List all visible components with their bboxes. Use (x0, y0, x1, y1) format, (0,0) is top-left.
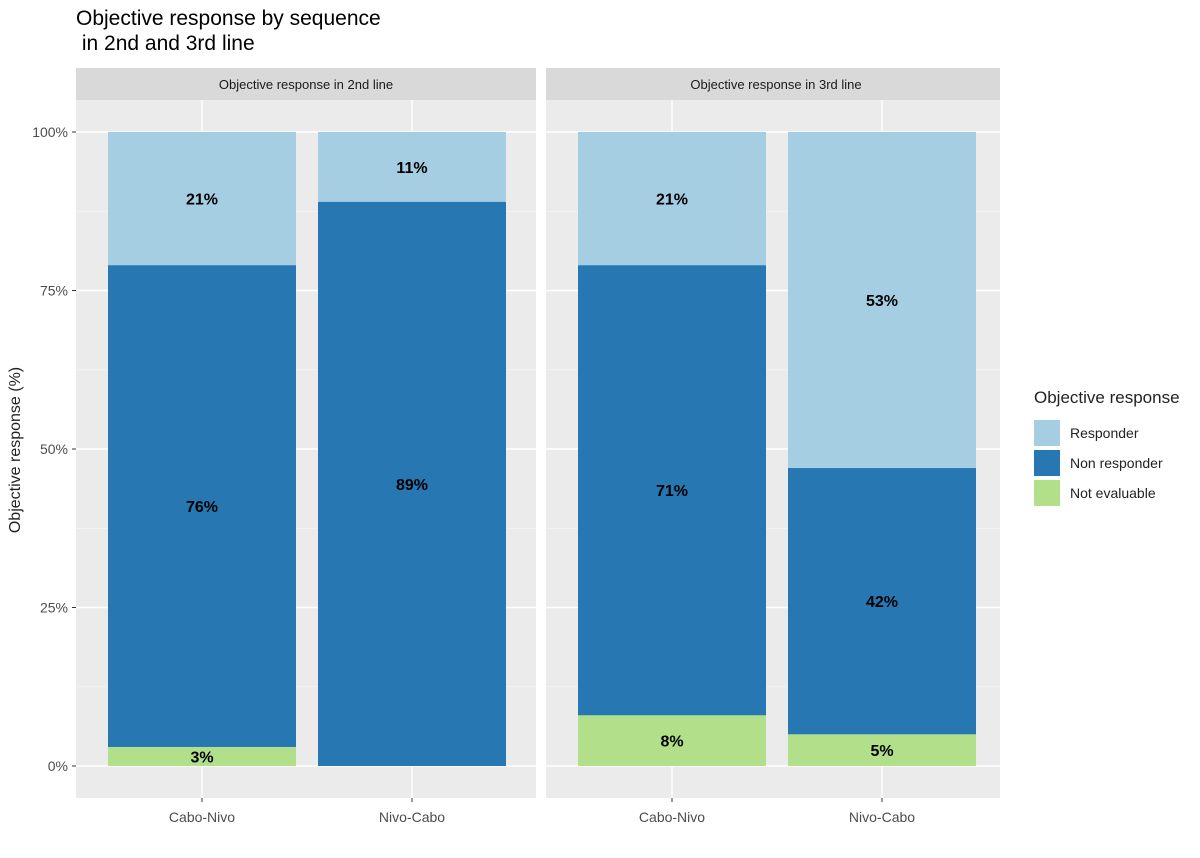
data-label: 21% (656, 192, 688, 209)
facet-strip (546, 68, 1000, 100)
y-tick-label: 75% (40, 283, 68, 299)
data-label: 76% (186, 499, 218, 516)
data-label: 5% (870, 743, 893, 760)
x-tick-label: Cabo-Nivo (169, 809, 235, 825)
facet-strip (76, 68, 536, 100)
chart-plot-area: Objective response in 2nd line 3% 76% 21% Ca… (32, 68, 1000, 825)
legend: Objective response Responder Non responde… (1034, 388, 1180, 508)
legend-title: Objective response (1034, 388, 1180, 407)
bar-segment-not-evaluable (108, 746, 296, 766)
legend-key (1034, 450, 1060, 476)
y-tick-label: 100% (32, 124, 68, 140)
bar-segment-responder (578, 132, 766, 266)
data-label: 3% (190, 749, 213, 766)
bar-segment-non-responder (108, 265, 296, 747)
bar-segment-not-evaluable (788, 734, 976, 766)
data-label: 8% (660, 734, 683, 751)
data-label: 89% (396, 477, 428, 494)
data-label: 53% (866, 293, 898, 310)
legend-item: Responder (1034, 418, 1180, 448)
x-tick-label: Cabo-Nivo (639, 809, 705, 825)
legend-item: Not evaluable (1034, 478, 1180, 508)
data-label: 71% (656, 483, 688, 500)
x-tick-label: Nivo-Cabo (379, 809, 445, 825)
bar-segment-not-evaluable (578, 715, 766, 766)
facet-strip-label: Objective response in 2nd line (219, 77, 393, 92)
data-label: 11% (396, 160, 427, 177)
facet-strip-label: Objective response in 3rd line (690, 77, 861, 92)
legend-key (1034, 480, 1060, 506)
bar-segment-non-responder (788, 468, 976, 735)
legend-key (1034, 420, 1060, 446)
bar-segment-non-responder (578, 265, 766, 716)
y-tick-label: 25% (40, 600, 68, 616)
data-label: 21% (186, 192, 218, 209)
bar-segment-non-responder (318, 201, 506, 767)
bar-segment-responder (318, 132, 506, 202)
y-tick-label: 0% (48, 758, 68, 774)
legend-label: Responder (1070, 425, 1139, 441)
y-tick-label: 50% (40, 441, 68, 457)
bar-segment-responder (788, 132, 976, 469)
legend-item: Non responder (1034, 448, 1180, 478)
chart-title: Objective response by sequence in 2nd an… (76, 7, 381, 55)
data-label: 42% (866, 594, 898, 611)
bar-segment-responder (108, 132, 296, 266)
legend-label: Non responder (1070, 455, 1163, 471)
legend-label: Not evaluable (1070, 485, 1156, 501)
x-tick-label: Nivo-Cabo (849, 809, 915, 825)
